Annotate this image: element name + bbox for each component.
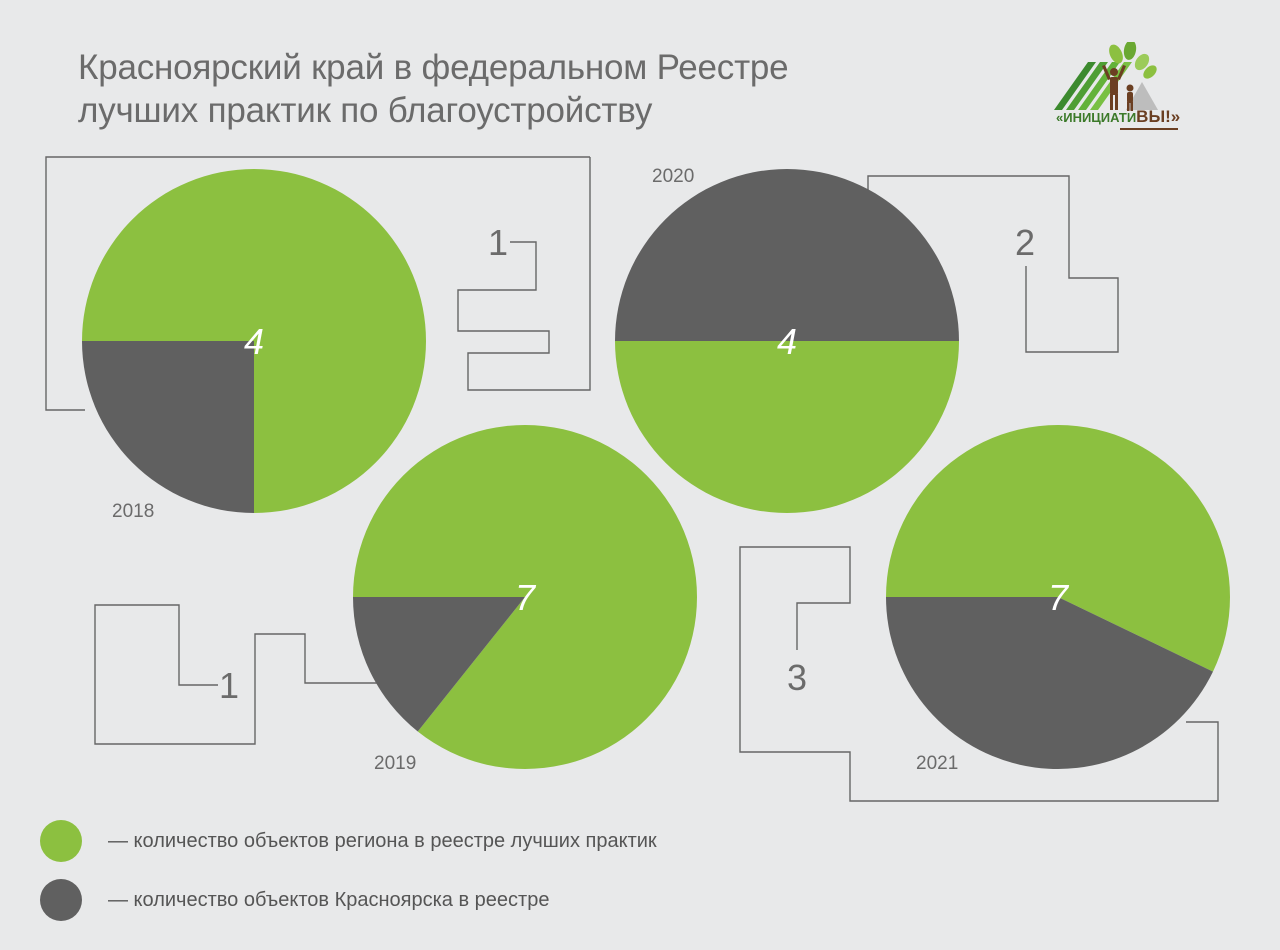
pie-2019-city-slice bbox=[353, 597, 525, 732]
frame-line-2018 bbox=[45, 156, 590, 411]
pie-2019: 7 bbox=[352, 425, 697, 769]
title-line-1: Красноярский край в федеральном Реестре bbox=[78, 48, 789, 87]
pie-2018: 4 bbox=[82, 168, 426, 513]
legend-city: — количество объектов Красноярска в реес… bbox=[40, 879, 549, 921]
pie-2021-city-label: 3 bbox=[787, 657, 807, 698]
pie-2019-year-label: 2019 bbox=[374, 753, 416, 774]
connector-line-2020 bbox=[867, 175, 1119, 353]
pie-2019-city-label: 1 bbox=[219, 665, 239, 706]
pie-2021: 7 bbox=[886, 425, 1230, 770]
pie-2018-city-label: 1 bbox=[488, 222, 508, 263]
pie-2020-total-label: 4 bbox=[777, 321, 797, 362]
pie-2020-city-slice bbox=[615, 169, 959, 341]
pie-2021-region-slice bbox=[886, 425, 1230, 672]
pie-2018-year-label: 2018 bbox=[112, 501, 154, 522]
logo-leaves-icon bbox=[1109, 42, 1157, 79]
legend-city-label: — количество объектов Красноярска в реес… bbox=[108, 888, 550, 911]
legend-region-label: — количество объектов региона в реестре … bbox=[108, 829, 657, 852]
legend-city-swatch bbox=[40, 879, 82, 921]
pie-2021-city-slice bbox=[886, 597, 1213, 770]
pie-2018-total-label: 4 bbox=[244, 321, 264, 362]
logo-people-icon bbox=[1102, 65, 1134, 111]
legend-region-swatch bbox=[40, 820, 82, 862]
logo-text: «ИНИЦИАТИВЫ!» bbox=[1056, 107, 1180, 126]
pie-2021-total-label: 7 bbox=[1048, 577, 1070, 618]
pie-2020-region-slice bbox=[615, 341, 959, 513]
title-line-2: лучших практик по благоустройству bbox=[78, 91, 653, 130]
pie-2019-total-label: 7 bbox=[515, 577, 537, 618]
pie-2020-year-label: 2020 bbox=[652, 166, 694, 187]
pie-2018-city-slice bbox=[82, 341, 254, 513]
legend-region: — количество объектов региона в реестре … bbox=[40, 820, 657, 862]
page-title: Красноярский край в федеральном Реестре … bbox=[78, 46, 789, 132]
logo-initsiativy: «ИНИЦИАТИВЫ!» bbox=[1054, 42, 1180, 130]
pie-2020: 4 bbox=[615, 169, 959, 513]
connector-line-2018 bbox=[457, 157, 591, 391]
pie-2021-year-label: 2021 bbox=[916, 753, 958, 774]
connector-line-2021 bbox=[739, 546, 1219, 802]
pie-2020-city-label: 2 bbox=[1015, 222, 1035, 263]
connector-line-2019 bbox=[94, 604, 378, 745]
